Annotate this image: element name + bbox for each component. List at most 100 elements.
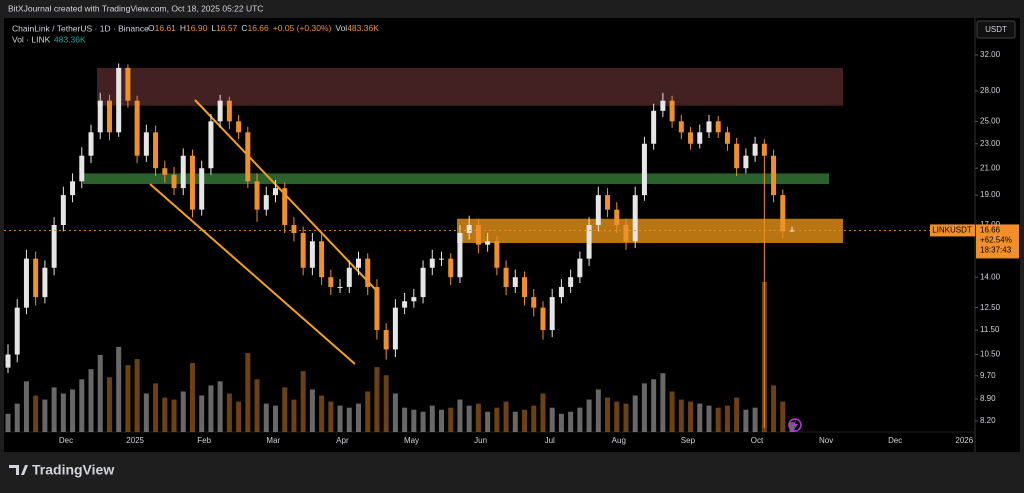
candle-body xyxy=(134,100,140,156)
volume-bar xyxy=(171,399,177,432)
candle-body xyxy=(706,121,712,133)
zone xyxy=(97,67,843,106)
currency[interactable]: USDT xyxy=(985,25,1007,34)
y-tick-label: 12.50 xyxy=(980,303,1001,312)
candle-body xyxy=(236,121,242,133)
volume-bar xyxy=(780,401,786,432)
candle-body xyxy=(14,307,20,355)
ohlc-legend: O16.61 H16.90 L16.57 C16.66 +0.05 (+0.30%) Vo… xyxy=(148,23,379,33)
legend-change: +0.05 (+0.30%) xyxy=(273,23,332,33)
volume-bar xyxy=(439,409,445,432)
volume-bar xyxy=(180,391,186,432)
candle-body xyxy=(272,188,278,196)
volume-bar xyxy=(605,397,611,432)
volume-bar xyxy=(162,397,168,432)
candle-body xyxy=(734,143,740,169)
volume-bar xyxy=(134,359,140,432)
candle-body xyxy=(374,286,380,331)
volume-bar xyxy=(771,385,777,432)
currency-box[interactable] xyxy=(976,20,1016,39)
symbol-box xyxy=(930,224,975,237)
legend-value: 16.61 xyxy=(155,23,177,33)
price-box xyxy=(976,224,1019,259)
volume-bar xyxy=(309,389,315,432)
candle-body xyxy=(429,258,435,268)
volume-bar xyxy=(448,407,454,432)
volume-bar xyxy=(208,385,214,432)
candle-body xyxy=(88,132,94,156)
candle-body xyxy=(42,267,48,298)
symbol: ChainLink / TetherUS · 1D · Binance xyxy=(12,23,149,33)
legend-key: L xyxy=(211,23,216,33)
candle-body xyxy=(771,155,777,196)
volume-bar xyxy=(651,379,657,432)
volume-bar xyxy=(143,393,149,432)
x-tick-label: Dec xyxy=(59,436,73,445)
legend-key: C xyxy=(241,23,247,33)
volume-bar xyxy=(485,411,491,432)
x-tick-label: Feb xyxy=(197,436,211,445)
volume-bar xyxy=(558,413,564,432)
candle-body xyxy=(605,195,611,210)
volume-pane xyxy=(5,282,795,432)
volume-bar xyxy=(245,352,251,432)
event-icon[interactable] xyxy=(788,418,802,432)
zone xyxy=(83,173,829,185)
candle-body xyxy=(79,155,85,182)
volume-bar xyxy=(641,383,647,432)
volume-bar xyxy=(383,375,389,432)
volume-bar xyxy=(97,354,103,432)
candle-body xyxy=(402,301,408,308)
volume-bar xyxy=(365,391,371,432)
volume-bar xyxy=(466,405,472,432)
candle-body xyxy=(448,258,454,278)
candle-body xyxy=(420,267,426,298)
volume-bar xyxy=(512,411,518,432)
volume-bar xyxy=(226,393,232,432)
x-tick-label: Apr xyxy=(336,436,349,445)
candle-body xyxy=(660,100,666,111)
y-tick-label: 9.70 xyxy=(980,371,996,380)
volume-bar xyxy=(153,383,159,432)
candle-body xyxy=(263,195,269,210)
candle-body xyxy=(595,195,601,226)
candle-body xyxy=(724,132,730,144)
candle-body xyxy=(494,241,500,268)
volume-bar xyxy=(752,407,758,432)
candle-body xyxy=(337,286,343,288)
volume-bar xyxy=(503,401,509,432)
candle-body xyxy=(97,100,103,133)
candle-body xyxy=(503,267,509,287)
candle-body xyxy=(540,307,546,331)
candle-body xyxy=(761,143,767,156)
legend-value: 16.57 xyxy=(216,23,238,33)
y-tick-label: 28.00 xyxy=(980,86,1001,95)
legend-value: 16.66 xyxy=(247,23,269,33)
volume-bar xyxy=(549,407,555,432)
volume-bar xyxy=(282,387,288,432)
volume-bar xyxy=(217,381,223,432)
volume-bar xyxy=(337,405,343,432)
y-tick-label: 21.00 xyxy=(980,163,1001,172)
candle-body xyxy=(245,132,251,182)
candle-body xyxy=(522,277,528,298)
volume-bar xyxy=(70,389,76,432)
candle-body xyxy=(116,67,122,133)
volume-bar xyxy=(494,407,500,432)
candle-body xyxy=(743,155,749,169)
candle-body xyxy=(641,143,647,196)
candle-body xyxy=(254,181,260,210)
x-tick-label: Aug xyxy=(612,436,626,445)
volume-bar xyxy=(420,411,426,432)
volume-bar xyxy=(586,399,592,432)
candle-body xyxy=(457,233,463,278)
header: BitXJournal created with TradingView.com… xyxy=(8,3,263,13)
volume-bar xyxy=(272,405,278,432)
candle-body xyxy=(60,195,66,226)
candle-body xyxy=(51,225,57,268)
footer-logo: TradingView xyxy=(9,462,114,478)
candle-body xyxy=(669,100,675,122)
volume-bar xyxy=(106,377,112,432)
y-tick-label: 23.00 xyxy=(980,139,1001,148)
